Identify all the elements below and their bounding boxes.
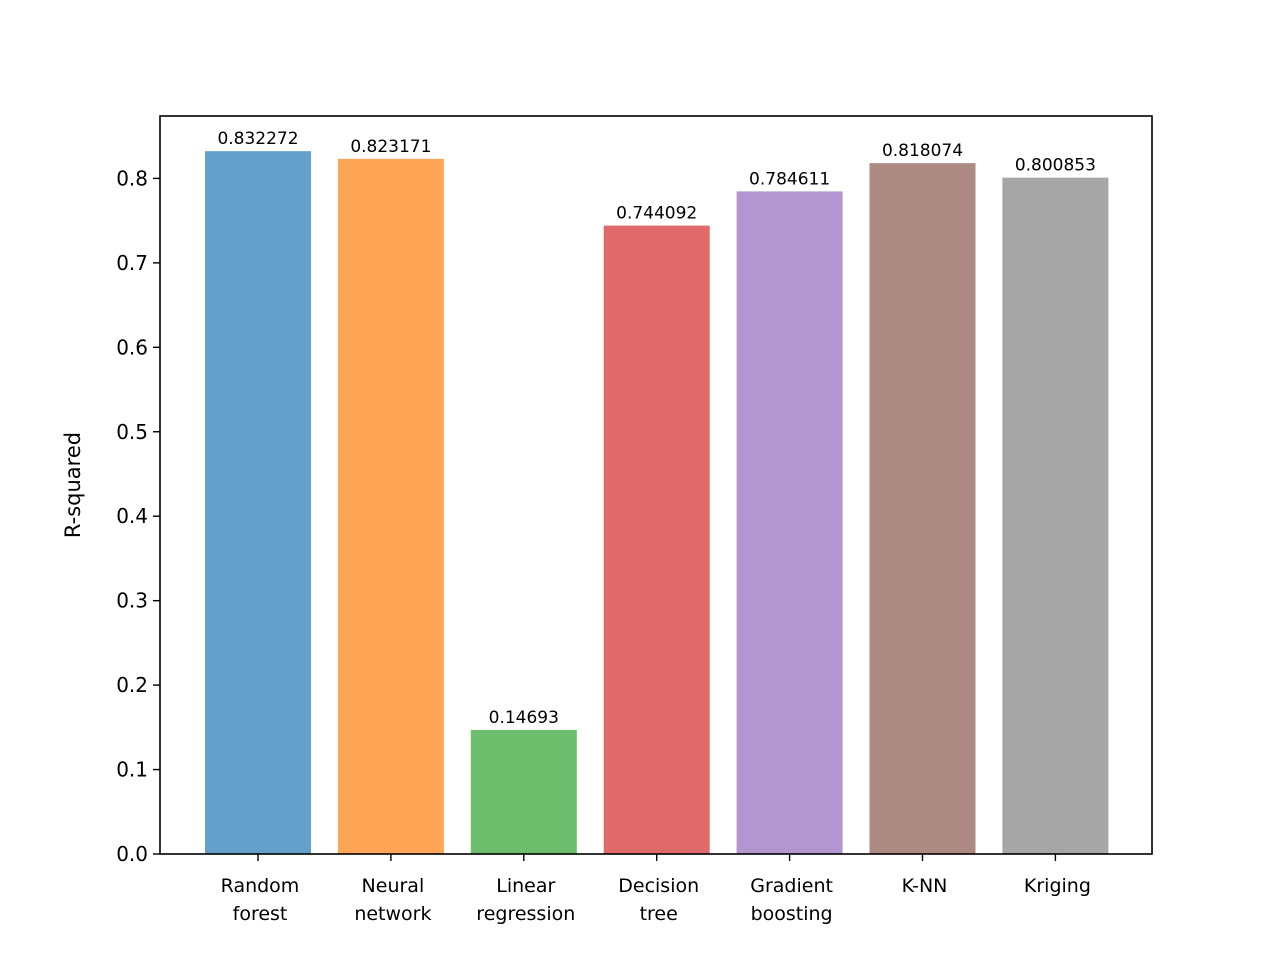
y-tick-label: 0.7	[116, 251, 148, 275]
x-tick-label: K-NN	[902, 875, 948, 897]
bar-value-label: 0.784611	[749, 169, 830, 189]
y-tick-label: 0.2	[116, 673, 148, 697]
y-tick-label: 0.0	[116, 842, 148, 866]
bar	[1002, 177, 1109, 854]
plot-frame	[159, 115, 1153, 855]
bar	[337, 158, 444, 854]
x-tick-label: Neural	[362, 875, 425, 897]
x-tick-label: forest	[233, 903, 288, 925]
x-tick-label: boosting	[751, 903, 833, 925]
bar-value-label: 0.818074	[882, 141, 963, 161]
bar	[603, 225, 710, 854]
y-tick-label: 0.6	[116, 335, 148, 359]
bar-value-label: 0.832272	[217, 129, 298, 149]
bar-value-label: 0.800853	[1015, 156, 1096, 176]
bars-group	[205, 151, 1109, 855]
bar	[470, 729, 577, 854]
bar	[736, 191, 843, 854]
x-tick-label: regression	[476, 903, 575, 925]
x-tick-label: Linear	[496, 875, 555, 897]
y-tick-label: 0.1	[116, 758, 148, 782]
bar	[869, 163, 976, 854]
y-tick-label: 0.3	[116, 589, 148, 613]
bar-value-label: 0.14693	[489, 708, 559, 728]
bar-value-labels: 0.832272 0.823171 0.14693 0.744092 0.784611 0…	[217, 129, 1096, 728]
y-axis: 0.0 0.1 0.2 0.3 0.4 0.5 0.6 0.7 0.8	[116, 166, 160, 866]
x-tick-label: Gradient	[750, 875, 833, 897]
y-axis-label: R-squared	[61, 432, 85, 538]
y-tick-label: 0.4	[116, 504, 148, 528]
x-axis: Random forest Neural network Linear regressio…	[221, 854, 1091, 925]
x-tick-label: Kriging	[1024, 875, 1091, 897]
x-tick-label: Random	[221, 875, 300, 897]
bar	[205, 151, 311, 855]
x-tick-label: network	[354, 903, 431, 925]
x-tick-label: tree	[640, 903, 678, 925]
x-tick-label: Decision	[618, 875, 699, 897]
y-tick-label: 0.5	[116, 420, 148, 444]
y-tick-label: 0.8	[116, 166, 148, 190]
bar-value-label: 0.823171	[350, 137, 431, 157]
bar-value-label: 0.744092	[616, 204, 697, 224]
